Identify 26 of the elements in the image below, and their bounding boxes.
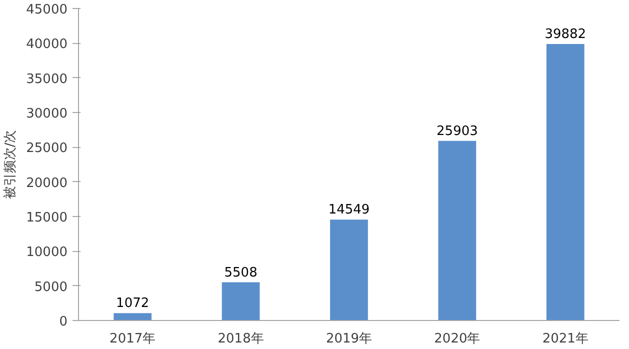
- bar: [222, 282, 260, 320]
- x-tick-label: 2020年: [434, 332, 480, 346]
- data-label: 14549: [328, 202, 370, 218]
- y-tick-label: 20000: [26, 176, 68, 191]
- y-tick-label: 5000: [34, 280, 68, 295]
- y-tick-label: 35000: [26, 72, 68, 87]
- data-label: 39882: [544, 26, 586, 42]
- data-label: 1072: [116, 296, 150, 312]
- x-tick-label: 2017年: [110, 332, 156, 346]
- y-tick-label: 10000: [26, 245, 68, 260]
- bar: [114, 313, 152, 320]
- bar: [330, 220, 368, 320]
- y-axis-title: 被引频次/次: [3, 130, 18, 200]
- bar: [438, 140, 476, 320]
- y-tick-label: 0: [59, 314, 68, 330]
- x-tick-label: 2019年: [326, 332, 372, 346]
- y-tick-label: 30000: [26, 106, 68, 122]
- x-tick-label: 2018年: [218, 332, 264, 346]
- y-tick-label: 40000: [26, 37, 68, 52]
- data-label: 25903: [436, 124, 478, 139]
- y-tick-label: 15000: [26, 210, 68, 226]
- bar: [546, 44, 584, 320]
- data-label: 5508: [224, 265, 258, 280]
- y-tick-label: 45000: [26, 2, 68, 18]
- x-tick-label: 2021年: [542, 332, 588, 346]
- y-tick-label: 25000: [26, 141, 68, 156]
